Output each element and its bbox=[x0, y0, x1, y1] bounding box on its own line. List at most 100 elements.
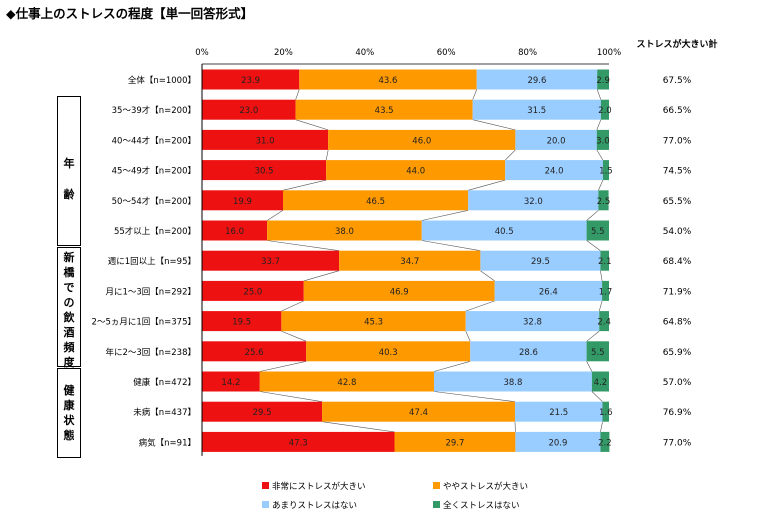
bar-value-label: 46.0 bbox=[412, 136, 431, 146]
series-connector-line bbox=[433, 361, 471, 372]
bar-value-label: 31.0 bbox=[256, 136, 275, 146]
bar-segment bbox=[306, 341, 471, 362]
x-tick-label: 20% bbox=[274, 48, 293, 58]
bar-value-label: 20.0 bbox=[547, 136, 566, 146]
group-label-char: で bbox=[63, 280, 75, 294]
bar-value-label: 33.7 bbox=[261, 257, 280, 267]
bar-segment bbox=[299, 69, 477, 90]
bar-segment bbox=[267, 220, 422, 241]
total-value: 71.9% bbox=[663, 287, 692, 297]
series-connector-line bbox=[596, 119, 602, 131]
series-connector-line bbox=[586, 361, 593, 372]
bar-value-label: 46.5 bbox=[366, 197, 385, 207]
group-bracket: 年齢 bbox=[57, 95, 81, 247]
total-value: 77.0% bbox=[663, 438, 692, 448]
bar-segment bbox=[514, 401, 603, 422]
bar-segment bbox=[602, 160, 609, 181]
bar-segment bbox=[259, 371, 434, 392]
series-connector-line bbox=[505, 149, 516, 161]
series-connector-line bbox=[472, 89, 478, 100]
bar-segment bbox=[597, 69, 609, 90]
series-connector-line bbox=[259, 361, 307, 372]
bar-segment bbox=[202, 401, 323, 422]
bar-value-label: 38.0 bbox=[335, 227, 354, 237]
bar-segment bbox=[202, 69, 300, 90]
bar-value-label: 40.5 bbox=[495, 227, 514, 237]
legend-label: 非常にストレスが大きい bbox=[272, 481, 366, 492]
bar-segment bbox=[602, 280, 609, 301]
bar-value-label: 21.5 bbox=[549, 408, 568, 418]
series-connector-line bbox=[600, 270, 603, 281]
bar-segment bbox=[598, 190, 609, 211]
x-tick-label: 40% bbox=[355, 48, 374, 58]
group-label-char: 飲 bbox=[63, 310, 75, 324]
bar-value-label: 25.0 bbox=[243, 287, 262, 297]
series-connector-line bbox=[598, 179, 604, 191]
bar-value-label: 43.6 bbox=[379, 76, 398, 86]
x-tick-label: 0% bbox=[195, 48, 209, 58]
bar-value-label: 2.5 bbox=[597, 197, 611, 207]
bar-segment bbox=[202, 160, 327, 181]
bar-value-label: 2.4 bbox=[597, 318, 611, 328]
series-connector-line bbox=[282, 179, 327, 191]
series-connector-line bbox=[266, 210, 284, 221]
bar-value-label: 23.9 bbox=[241, 76, 260, 86]
category-label: 年に2～3回【n=238】 bbox=[105, 347, 196, 358]
bar-segment bbox=[480, 250, 601, 271]
category-label: 50～54才【n=200】 bbox=[112, 196, 196, 207]
total-value: 65.9% bbox=[663, 348, 692, 358]
bar-value-label: 19.9 bbox=[233, 197, 252, 207]
series-connector-line bbox=[325, 149, 329, 161]
bar-value-label: 47.4 bbox=[409, 408, 428, 418]
bar-segment bbox=[600, 250, 609, 271]
group-label: 年齢 bbox=[58, 156, 80, 202]
series-connector-line bbox=[281, 330, 307, 342]
series-connector-line bbox=[596, 89, 602, 100]
series-connector-line bbox=[259, 391, 323, 402]
legend-label: 全くストレスはない bbox=[443, 500, 520, 511]
category-label: 2～5ヵ月に1回【n=375】 bbox=[92, 318, 196, 328]
series-connector-line bbox=[591, 391, 603, 402]
x-tick-label: 100% bbox=[597, 48, 621, 58]
bar-segment bbox=[586, 341, 609, 362]
series-connector-line bbox=[322, 421, 395, 433]
group-label-char: 齢 bbox=[63, 188, 75, 202]
legend-swatch bbox=[262, 482, 269, 489]
series-connector-line bbox=[421, 240, 481, 251]
bar-segment bbox=[202, 190, 283, 211]
bar-segment bbox=[202, 311, 282, 332]
bar-segment bbox=[295, 99, 473, 120]
bar-segment bbox=[328, 129, 516, 150]
series-connector-line bbox=[472, 119, 516, 131]
category-label: 病気【n=91】 bbox=[139, 437, 196, 448]
series-connector-line bbox=[421, 210, 469, 221]
bar-value-label: 4.2 bbox=[594, 378, 608, 388]
bar-value-label: 1.6 bbox=[599, 408, 613, 418]
series-connector-line bbox=[465, 330, 471, 342]
series-connector-line bbox=[295, 89, 300, 100]
bar-value-label: 40.3 bbox=[379, 348, 398, 358]
bar-segment bbox=[515, 431, 601, 452]
bar-value-label: 2.0 bbox=[598, 106, 612, 116]
bar-value-label: 29.5 bbox=[253, 408, 272, 418]
series-connector-line bbox=[600, 421, 603, 432]
bar-value-label: 2.1 bbox=[598, 257, 612, 267]
bar-segment bbox=[281, 311, 466, 332]
bar-segment bbox=[202, 431, 395, 452]
bar-value-label: 29.5 bbox=[531, 257, 550, 267]
bar-segment bbox=[586, 220, 609, 241]
series-connector-line bbox=[586, 330, 600, 342]
bar-segment bbox=[433, 371, 592, 392]
bar-value-label: 16.0 bbox=[225, 227, 244, 237]
series-connector-line bbox=[468, 179, 506, 191]
category-label: 35～39才【n=200】 bbox=[112, 105, 196, 116]
series-connector-line bbox=[295, 119, 329, 131]
group-label-char: 健 bbox=[63, 383, 75, 397]
bar-segment bbox=[202, 371, 260, 392]
bar-value-label: 32.0 bbox=[524, 197, 543, 207]
group-bracket: 健康状態 bbox=[57, 367, 81, 458]
bar-value-label: 1.7 bbox=[599, 287, 613, 297]
bar-segment bbox=[339, 250, 481, 271]
bar-segment bbox=[326, 160, 506, 181]
bar-segment bbox=[202, 99, 296, 120]
